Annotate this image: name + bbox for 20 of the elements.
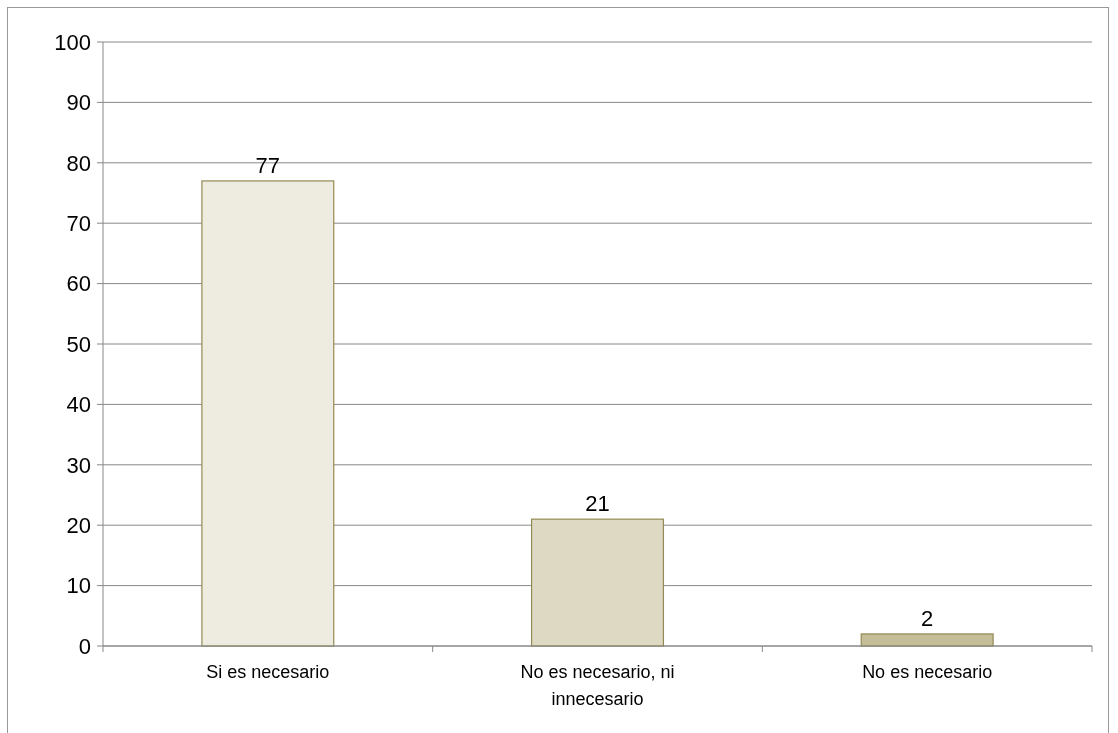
x-tick-label: No es necesario [862, 662, 993, 682]
y-tick-label: 60 [66, 271, 91, 297]
y-tick-label: 50 [66, 331, 91, 357]
bar [201, 180, 335, 647]
y-tick-label: 80 [66, 150, 91, 176]
y-tick-label: 100 [54, 29, 91, 55]
y-tick-label: 0 [78, 633, 91, 659]
y-tick-label: 20 [66, 512, 91, 538]
x-tick-label: Si es necesario [206, 662, 330, 682]
data-label: 2 [921, 605, 934, 631]
y-tick-label: 10 [66, 573, 91, 599]
data-label: 77 [255, 152, 281, 178]
y-tick-label: 70 [66, 210, 91, 236]
y-tick-label: 30 [66, 452, 91, 478]
y-tick-label: 90 [66, 90, 91, 116]
bar [530, 518, 665, 647]
bar [860, 633, 994, 647]
data-label: 21 [585, 491, 610, 517]
x-tick-label: No es necesario, ni innecesario [520, 662, 675, 709]
y-tick-label: 40 [66, 392, 91, 418]
